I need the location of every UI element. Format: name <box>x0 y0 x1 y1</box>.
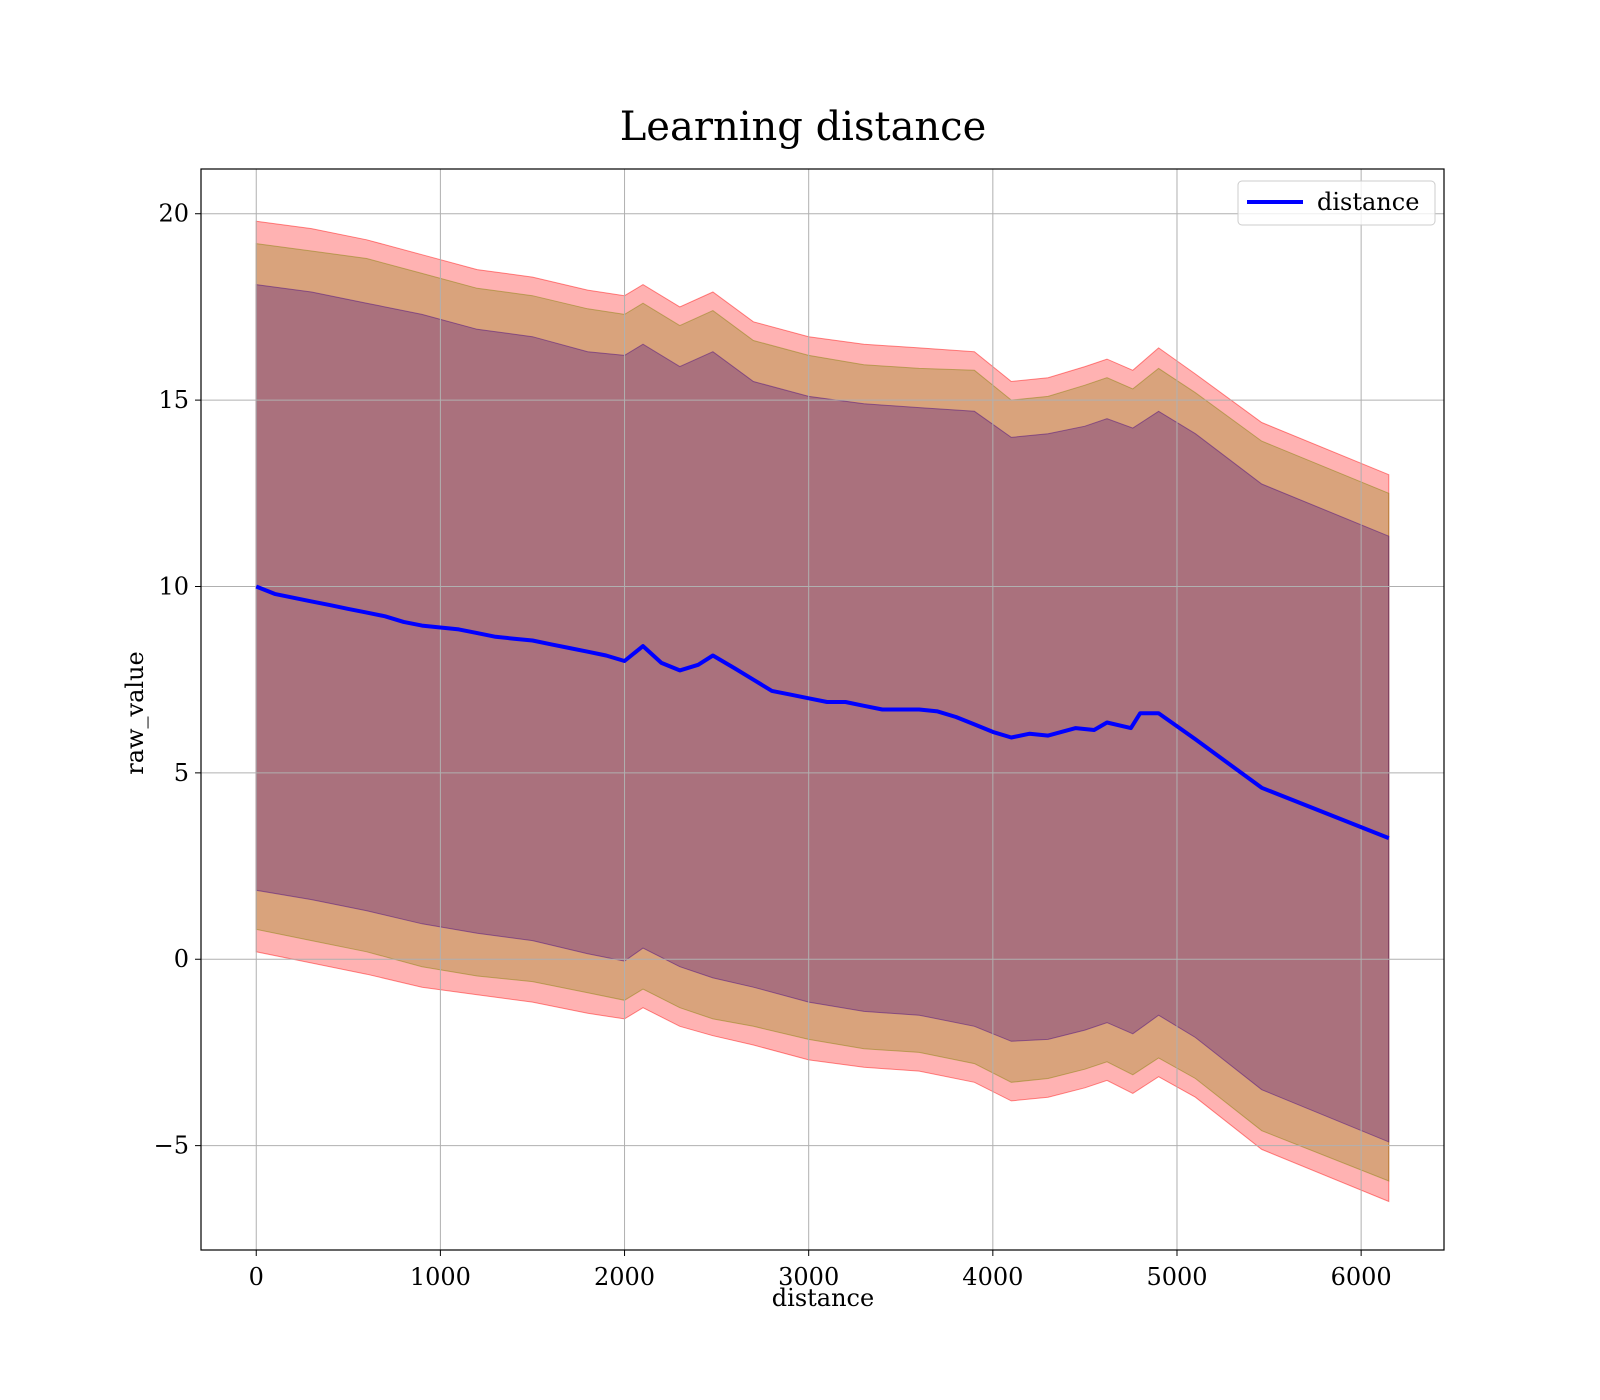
y-axis-label: raw_value <box>121 651 149 775</box>
plot-frame <box>200 168 1445 1251</box>
y-tick-label: 0 <box>174 945 189 973</box>
y-tick-label: 5 <box>174 759 189 787</box>
x-tick-label: 2000 <box>594 1263 655 1291</box>
y-axis-ticks: −5 0 5 10 15 20 <box>154 200 201 1160</box>
x-tick-label: 0 <box>249 1263 264 1291</box>
legend-label: distance <box>1317 188 1419 216</box>
confidence-band-2 <box>255 243 1390 1182</box>
x-tick-label: 4000 <box>962 1263 1023 1291</box>
legend: distance <box>1237 180 1436 226</box>
y-tick-label: −5 <box>154 1132 189 1160</box>
confidence-band-3 <box>255 284 1390 1143</box>
y-tick-label: 20 <box>158 200 189 228</box>
x-axis-ticks: 0 1000 2000 3000 4000 5000 6000 <box>249 1250 1392 1291</box>
series-lines <box>255 584 1390 840</box>
grid-lines <box>201 169 1444 1250</box>
series-line-distance <box>255 584 1390 840</box>
confidence-band-1 <box>255 220 1390 1203</box>
legend-box <box>1237 180 1436 226</box>
y-tick-label: 10 <box>158 572 189 600</box>
confidence-bands <box>255 220 1390 1203</box>
y-tick-label: 15 <box>158 386 189 414</box>
x-tick-label: 6000 <box>1331 1263 1392 1291</box>
x-axis-label: distance <box>772 1284 874 1312</box>
x-tick-label: 5000 <box>1146 1263 1207 1291</box>
x-tick-label: 3000 <box>778 1263 839 1291</box>
x-tick-label: 1000 <box>410 1263 471 1291</box>
chart-title: Learning distance <box>620 104 987 150</box>
